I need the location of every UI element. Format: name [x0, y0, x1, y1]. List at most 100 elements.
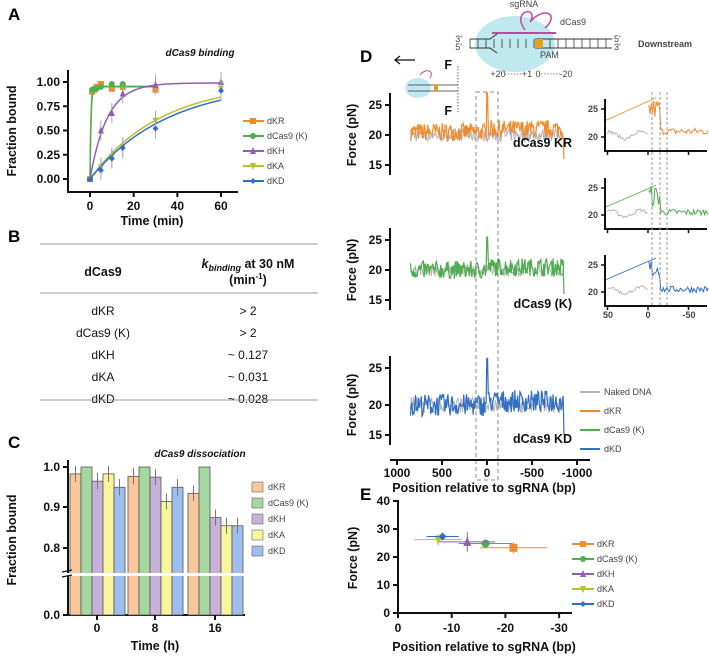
- x-tick-label: -10: [443, 621, 461, 635]
- panel-label-b: B: [8, 227, 20, 246]
- inset-x-tick-label: 0: [645, 310, 650, 320]
- inset-fit-line: [605, 257, 657, 280]
- x-axis-label-d: Position relative to sgRNA (bp): [392, 481, 576, 495]
- header-text: at 30 nM: [241, 257, 295, 271]
- marker-triangle: [580, 570, 586, 577]
- y-tick-label: 20: [369, 263, 383, 277]
- force-label-top: F: [444, 58, 452, 72]
- naked-dna-trace: [410, 126, 564, 144]
- x-tick-label: 500: [432, 466, 452, 480]
- marker-diamond: [108, 155, 115, 162]
- inset-fit-line: [605, 97, 657, 121]
- legend-label: dCas9 (K): [267, 131, 308, 141]
- legend-label: dCas9 (K): [604, 425, 645, 435]
- y-tick-label: 0.9: [43, 500, 60, 514]
- x-tick-label: 60: [214, 199, 228, 213]
- sgRNA-label: sgRNA: [510, 0, 539, 9]
- pull-arrow: [394, 55, 415, 65]
- dna-end: 3': [614, 42, 621, 52]
- marker-diamond: [119, 144, 126, 151]
- marker-circle: [97, 83, 104, 90]
- marker-circle: [108, 80, 115, 87]
- legend-label: dKR: [597, 539, 615, 549]
- small-pam: [434, 85, 438, 91]
- inset-trace: [648, 100, 709, 136]
- bar-dKD: [113, 486, 126, 616]
- inset-naked-trace: [607, 285, 648, 296]
- position-label: 0: [535, 69, 540, 79]
- table-header-unit: (min-1): [229, 272, 267, 287]
- y-tick-label: 15: [369, 158, 383, 172]
- x-tick-label: 16: [208, 621, 222, 635]
- x-tick-label: 0: [94, 621, 101, 635]
- marker-triangle: [108, 109, 115, 117]
- bar-dKR: [127, 475, 140, 616]
- table-header-kbinding: kbinding at 30 nM: [202, 257, 295, 273]
- inset-axis: [604, 178, 707, 230]
- point-dKH: [439, 532, 594, 577]
- table-header-dcas9: dCas9: [84, 265, 122, 279]
- unit: (min: [229, 273, 255, 287]
- x-tick-label: 1000: [384, 466, 411, 480]
- axis-break-mark: [61, 569, 73, 578]
- point-dKD: [426, 532, 594, 607]
- dna-end: 5': [614, 34, 621, 44]
- bar-dKR: [187, 492, 200, 616]
- bar-dCas9 (K): [198, 466, 211, 616]
- small-dcas9: [405, 78, 431, 98]
- axis-a: [67, 70, 238, 193]
- x-tick-label: -1000: [562, 466, 593, 480]
- marker-diamond: [250, 178, 256, 184]
- trace-label: dCas9 (K): [514, 297, 572, 311]
- highlight-box: [475, 91, 499, 481]
- table-cell-k: ~ 0.028: [228, 392, 269, 406]
- legend-label: dKH: [267, 146, 285, 156]
- x-tick-label: 0: [395, 621, 402, 635]
- axis-e: [397, 500, 572, 614]
- marker-diamond: [97, 167, 104, 174]
- legend-label: dCas9 (K): [597, 554, 638, 564]
- marker-circle: [580, 556, 586, 562]
- subscript: binding: [208, 263, 241, 273]
- series-dKD: [87, 80, 264, 184]
- point-dCas9 (K): [458, 539, 594, 562]
- panel-label-e: E: [360, 485, 371, 504]
- legend-label: dKR: [267, 116, 285, 126]
- inset-y-tick-label: 25: [588, 104, 598, 114]
- dcas9-label: dCas9: [560, 17, 586, 27]
- bar-dKD: [171, 486, 184, 616]
- x-tick-label: -20: [497, 621, 515, 635]
- trace-label: dCas9 KR: [513, 136, 572, 150]
- x-tick-label: 40: [171, 199, 185, 213]
- y-axis-label-d: Force (pN): [345, 239, 359, 302]
- table-cell-variant: dKH: [91, 348, 114, 362]
- pam-site: [535, 39, 543, 48]
- series-dKA: [87, 78, 264, 183]
- inset-axis: [604, 99, 707, 152]
- legend-label: dKA: [268, 530, 285, 540]
- legend-label: dKA: [597, 584, 614, 594]
- x-axis-label-a: Time (min): [121, 214, 184, 228]
- dna-backbone: [470, 33, 612, 54]
- marker-triangle: [463, 536, 472, 546]
- marker-triangle: [119, 89, 126, 97]
- trace-label: dCas9 KD: [513, 432, 572, 446]
- y-tick-label: 20: [369, 128, 383, 142]
- y-tick-label: 0.75: [37, 99, 61, 113]
- trace-dCas9 KD: [409, 357, 565, 435]
- y-axis-label-e: Force (pN): [346, 527, 360, 590]
- legend-label: dCas9 (K): [268, 498, 309, 508]
- inset-y-tick-label: 25: [588, 260, 598, 270]
- table-cell-variant: dCas9 (K): [76, 326, 130, 340]
- table-cell-k: > 2: [239, 304, 256, 318]
- unit-close: ): [263, 273, 267, 287]
- legend-swatch: [251, 497, 264, 509]
- chart-title-a: dCas9 binding: [166, 48, 235, 59]
- inset-y-tick-label: 25: [588, 183, 598, 193]
- marker-triangle: [250, 147, 256, 154]
- legend-label: dKR: [604, 406, 622, 416]
- y-tick-label: 0.25: [37, 148, 61, 162]
- inset-axis: [604, 255, 707, 307]
- sup: -1: [256, 272, 264, 281]
- x-tick-label: -30: [550, 621, 568, 635]
